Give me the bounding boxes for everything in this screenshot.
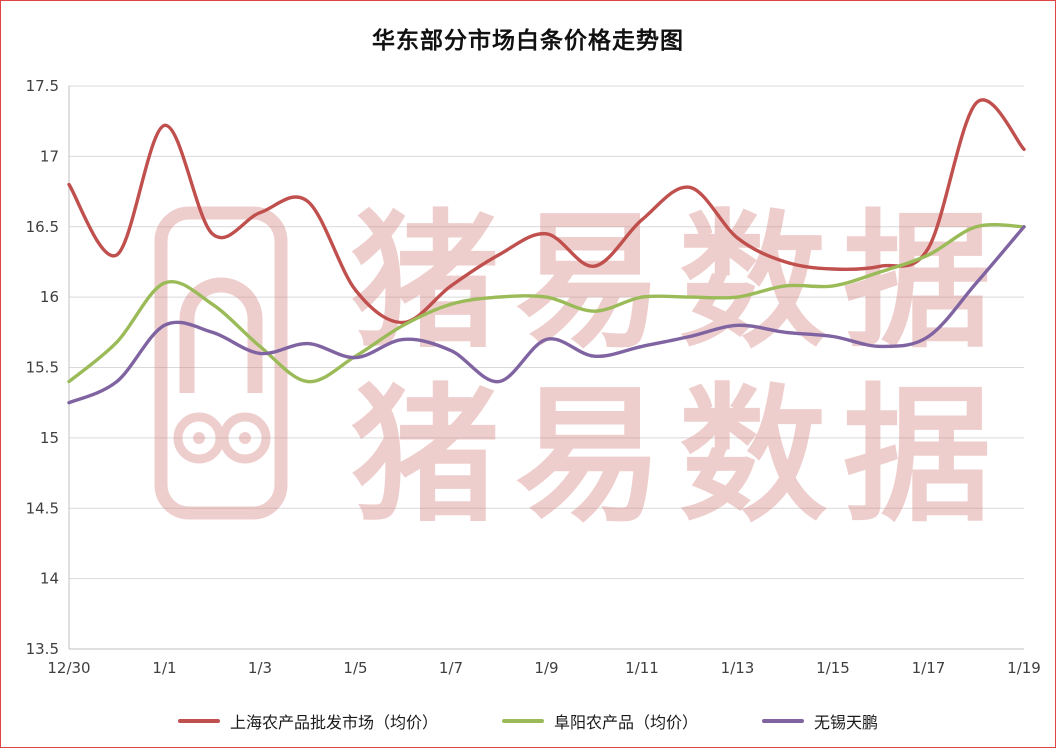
x-tick-label: 1/9 (534, 659, 558, 677)
y-tick-label: 13.5 (26, 640, 59, 658)
x-tick-label: 1/17 (912, 659, 946, 677)
legend-label-fuyang: 阜阳农产品（均价） (553, 713, 698, 732)
x-tick-label: 1/5 (343, 659, 367, 677)
x-tick-label: 1/13 (721, 659, 755, 677)
x-tick-label: 12/30 (47, 659, 90, 677)
y-tick-label: 17.5 (26, 77, 59, 95)
x-tick-label: 1/15 (816, 659, 850, 677)
series-line-1 (67, 223, 1026, 384)
series-line-2 (67, 225, 1026, 405)
legend-item-shanghai: 上海农产品批发市场（均价） (177, 709, 438, 733)
y-tick-label: 16.5 (26, 218, 59, 236)
x-tick-label: 1/7 (439, 659, 463, 677)
y-axis-labels: 13.5 14 14.5 15 15.5 16 16.5 17 17.5 (26, 77, 59, 658)
x-tick-label: 1/19 (1007, 659, 1041, 677)
legend-swatch-shanghai (177, 719, 220, 723)
watermark-text-1: 猪易数据 (351, 196, 1007, 368)
chart-title: 华东部分市场白条价格走势图 (372, 28, 684, 54)
watermark-logo-frame (154, 206, 288, 520)
x-axis-labels: 12/30 1/1 1/3 1/5 1/7 1/9 1/11 1/13 1/15 1/17 1/19 (47, 659, 1040, 677)
watermark-logo-arch (179, 277, 263, 393)
x-tick-label: 1/11 (625, 659, 659, 677)
legend-item-fuyang: 阜阳农产品（均价） (501, 709, 698, 733)
legend-item-wuxi: 无锡天鹏 (762, 709, 878, 733)
watermark-logo-dot-right (239, 432, 251, 444)
y-tick-label: 15 (40, 429, 59, 447)
watermark-text-2: 猪易数据 (351, 370, 1007, 542)
axes (68, 86, 1024, 650)
watermark-logo-nostril-right (219, 412, 271, 464)
legend-label-shanghai: 上海农产品批发市场（均价） (229, 713, 438, 732)
y-tick-label: 14 (40, 570, 59, 588)
watermark-logo-dot-left (193, 432, 205, 444)
x-tick-label: 1/3 (248, 659, 272, 677)
series-lines (67, 98, 1026, 405)
series-line-0 (67, 98, 1026, 325)
legend-swatch-wuxi (762, 719, 804, 723)
y-tick-label: 15.5 (26, 359, 59, 377)
x-tick-label: 1/1 (152, 659, 176, 677)
y-tick-label: 16 (40, 288, 59, 306)
y-tick-label: 17 (40, 147, 59, 165)
legend-swatch-fuyang (501, 719, 544, 723)
watermark-logo-nostril-left (173, 412, 225, 464)
y-tick-label: 14.5 (26, 499, 59, 517)
legend: 上海农产品批发市场（均价） 阜阳农产品（均价） 无锡天鹏 (1, 709, 1055, 733)
legend-label-wuxi: 无锡天鹏 (814, 713, 879, 732)
